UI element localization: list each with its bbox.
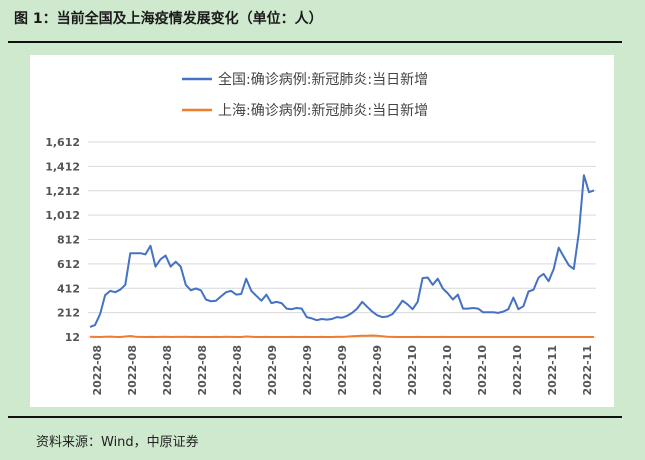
y-tick-label: 1,012 — [45, 209, 80, 222]
y-tick-label: 412 — [57, 282, 80, 295]
bottom-divider — [8, 416, 622, 418]
x-tick-label: 2022-10 — [406, 345, 419, 396]
y-tick-label: 1,612 — [45, 136, 80, 149]
y-tick-label: 212 — [57, 307, 80, 320]
x-tick-label: 2022-09 — [301, 345, 314, 396]
x-tick-label: 2022-11 — [546, 345, 559, 396]
y-tick-label: 612 — [57, 258, 80, 271]
legend-label: 上海:确诊病例:新冠肺炎:当日新增 — [218, 103, 428, 119]
shanghai-series-line — [89, 334, 594, 338]
chart-panel: 12 212 412 612 812 1,012 1,212 1,412 1,612 2022-… — [30, 55, 614, 407]
series-lines — [89, 174, 595, 338]
top-divider — [8, 41, 622, 43]
y-tick-label: 12 — [65, 331, 80, 344]
legend-label: 全国:确诊病例:新冠肺炎:当日新增 — [218, 71, 428, 88]
x-tick-label: 2022-09 — [336, 345, 349, 396]
line-chart: 12 212 412 612 812 1,012 1,212 1,412 1,612 2022-… — [45, 71, 596, 396]
x-tick-label: 2022-08 — [231, 345, 244, 396]
x-tick-label: 2022-08 — [196, 345, 209, 396]
x-tick-label: 2022-10 — [476, 345, 489, 396]
y-axis: 12 212 412 612 812 1,012 1,212 1,412 1,612 — [45, 136, 80, 344]
y-tick-label: 1,212 — [45, 185, 80, 198]
x-tick-label: 2022-08 — [161, 345, 174, 396]
x-axis: 2022-08 2022-08 2022-08 2022-08 2022-08 2022-… — [91, 345, 594, 396]
source-note: 资料来源：Wind，中原证券 — [36, 435, 199, 450]
figure-title: 图 1：当前全国及上海疫情发展变化（单位：人） — [14, 11, 323, 27]
y-tick-label: 1,412 — [45, 160, 80, 173]
x-tick-label: 2022-08 — [91, 345, 104, 396]
national-series-line — [89, 174, 595, 328]
x-tick-label: 2022-08 — [126, 345, 139, 396]
y-tick-label: 812 — [57, 234, 80, 247]
x-tick-label: 2022-11 — [581, 345, 594, 396]
x-tick-label: 2022-09 — [266, 345, 279, 396]
x-tick-label: 2022-10 — [441, 345, 454, 396]
x-tick-label: 2022-09 — [371, 345, 384, 396]
x-tick-label: 2022-10 — [511, 345, 524, 396]
